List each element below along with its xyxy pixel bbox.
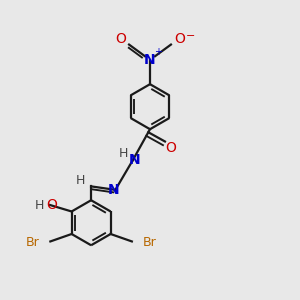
Text: H: H xyxy=(34,199,44,212)
Text: O: O xyxy=(174,32,185,46)
Text: H: H xyxy=(118,147,128,160)
Text: Br: Br xyxy=(142,236,156,249)
Text: O: O xyxy=(165,141,176,154)
Text: +: + xyxy=(154,47,162,57)
Text: Br: Br xyxy=(26,236,40,249)
Text: −: − xyxy=(186,31,195,41)
Text: N: N xyxy=(144,53,156,67)
Text: N: N xyxy=(108,183,119,197)
Text: N: N xyxy=(129,153,140,167)
Text: H: H xyxy=(75,174,85,187)
Text: O: O xyxy=(115,32,126,46)
Text: O: O xyxy=(46,198,57,212)
